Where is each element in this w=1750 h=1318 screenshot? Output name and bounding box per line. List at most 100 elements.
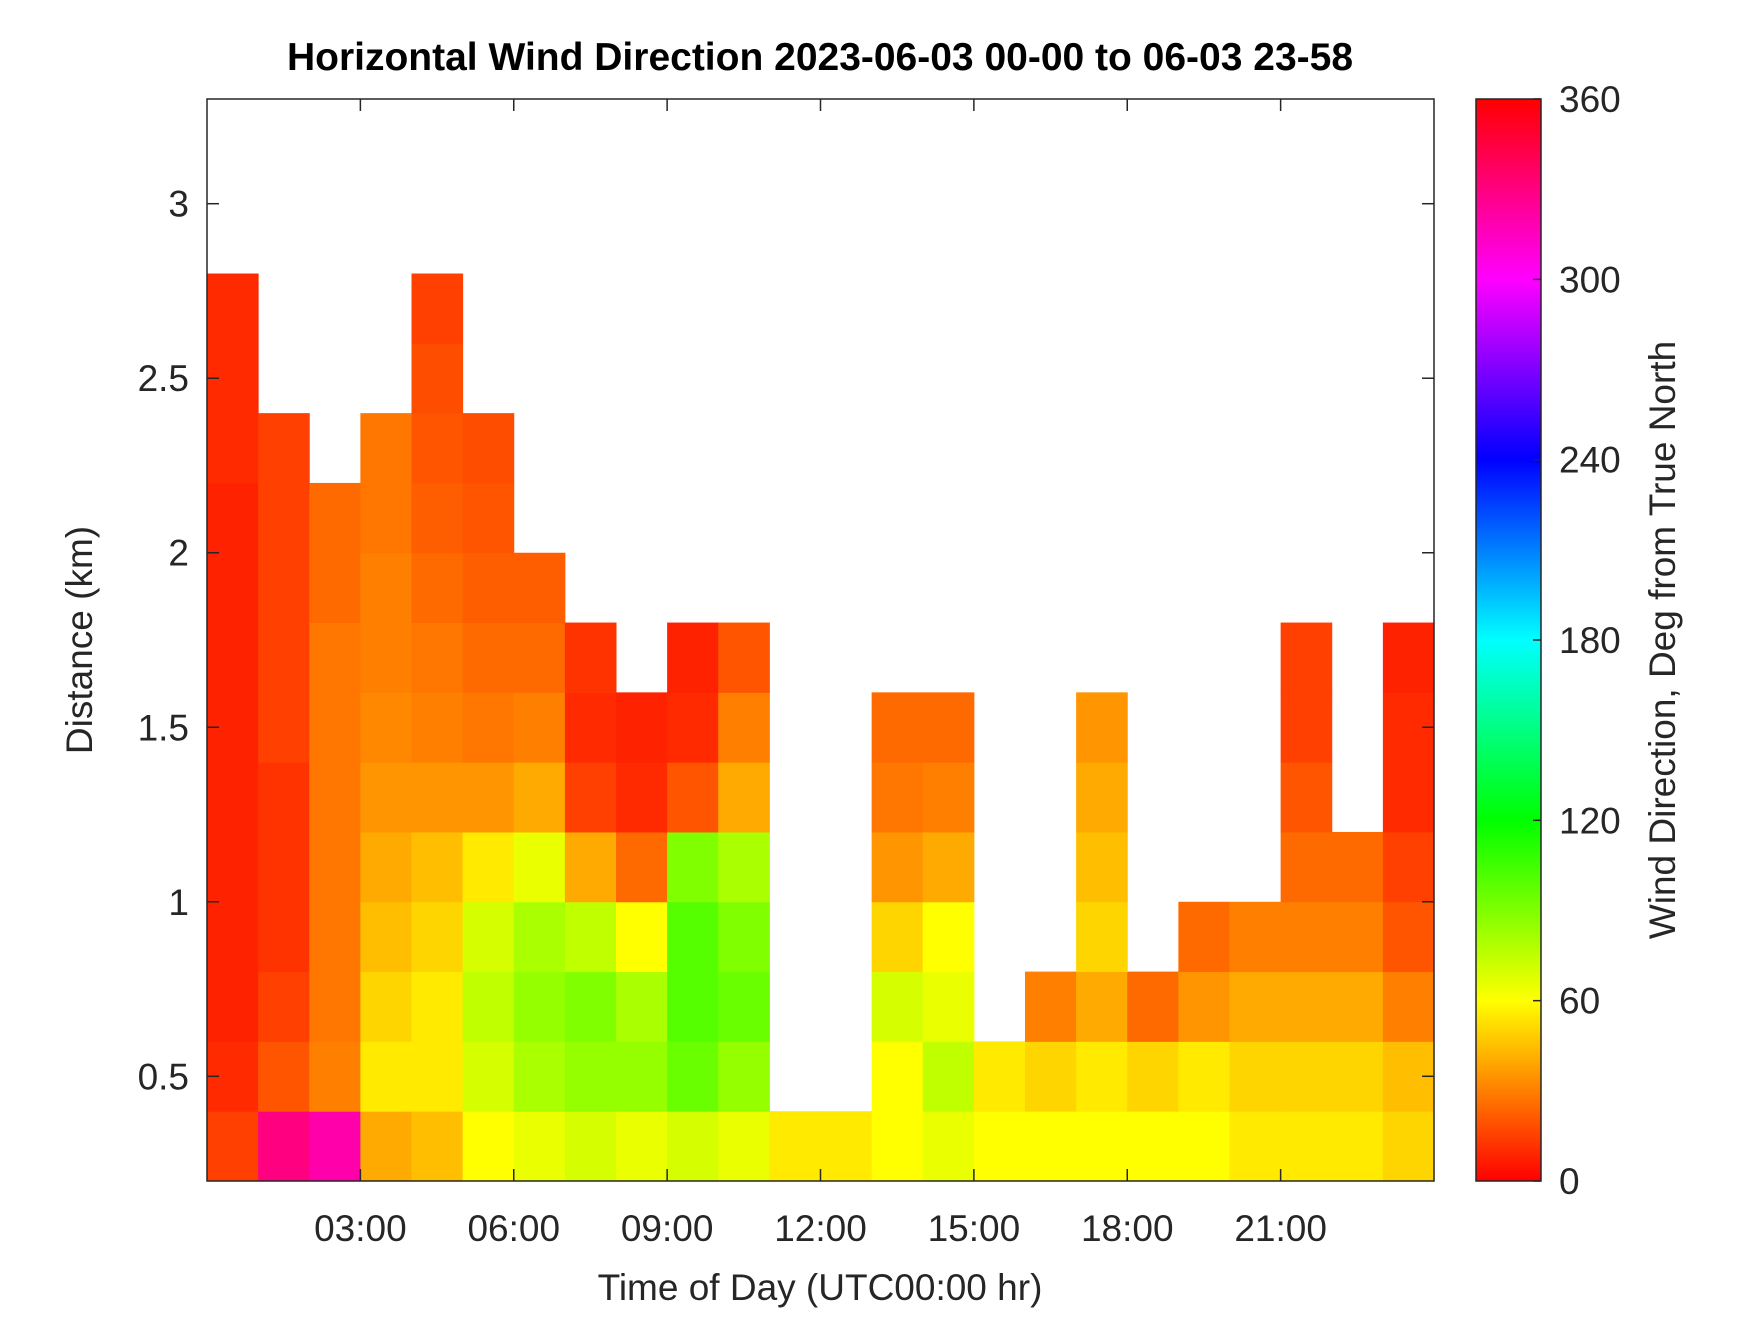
heat-cell bbox=[462, 552, 515, 624]
heat-cell bbox=[871, 692, 924, 763]
heat-cell bbox=[1331, 971, 1384, 1042]
heat-cell bbox=[411, 1111, 464, 1182]
heat-cell bbox=[616, 692, 668, 763]
colorbar-tick-label: 120 bbox=[1559, 800, 1621, 841]
heat-cell bbox=[258, 762, 310, 833]
x-axis-label: Time of Day (UTC00:00 hr) bbox=[598, 1267, 1043, 1308]
y-tick-label: 1.5 bbox=[138, 707, 189, 748]
heat-cell bbox=[820, 1111, 873, 1182]
heat-cell bbox=[1331, 901, 1384, 973]
heat-cell bbox=[1076, 1111, 1128, 1182]
heat-cell bbox=[1127, 1111, 1179, 1182]
heat-cell bbox=[309, 692, 361, 763]
heat-cell bbox=[616, 1111, 668, 1182]
heat-cell bbox=[871, 1111, 924, 1182]
heat-cell bbox=[462, 1111, 515, 1182]
heat-cell bbox=[1127, 1041, 1179, 1112]
heat-cell bbox=[411, 482, 464, 554]
y-tick-label: 0.5 bbox=[138, 1056, 189, 1097]
x-tick-label: 15:00 bbox=[928, 1208, 1021, 1249]
heat-cell bbox=[309, 901, 361, 973]
heat-cell bbox=[360, 413, 412, 484]
heat-cell bbox=[1382, 1111, 1435, 1182]
heat-cell bbox=[411, 413, 464, 484]
heat-cell bbox=[667, 901, 719, 973]
heat-cell bbox=[871, 971, 924, 1042]
heat-cell bbox=[1331, 1041, 1384, 1112]
x-tick-label: 03:00 bbox=[314, 1208, 407, 1249]
heat-cell bbox=[667, 692, 719, 763]
chart-title: Horizontal Wind Direction 2023-06-03 00-… bbox=[287, 36, 1353, 79]
heat-cell bbox=[462, 692, 515, 763]
heat-cell bbox=[1025, 1111, 1077, 1182]
heat-cell bbox=[513, 692, 566, 763]
heat-cell bbox=[360, 831, 412, 903]
heat-cell bbox=[309, 971, 361, 1042]
heat-cell bbox=[411, 692, 464, 763]
heat-cell bbox=[513, 971, 566, 1042]
heat-cell bbox=[718, 1111, 770, 1182]
heat-cell bbox=[1178, 1041, 1230, 1112]
heat-cell bbox=[1229, 1041, 1282, 1112]
heat-cell bbox=[1331, 1111, 1384, 1182]
heat-cell bbox=[564, 1041, 617, 1112]
heat-cell bbox=[360, 1041, 412, 1112]
heat-cell bbox=[462, 971, 515, 1042]
heat-cell bbox=[309, 1111, 361, 1182]
heat-cell bbox=[1178, 971, 1230, 1042]
heat-cell bbox=[258, 831, 310, 903]
heat-cell bbox=[564, 971, 617, 1042]
heat-cell bbox=[1229, 971, 1282, 1042]
colorbar-tick-label: 180 bbox=[1559, 620, 1621, 661]
heat-cell bbox=[922, 1111, 975, 1182]
heat-cell bbox=[1076, 831, 1128, 903]
heat-cell bbox=[309, 762, 361, 833]
heat-cell bbox=[258, 552, 310, 624]
heat-cell bbox=[360, 901, 412, 973]
colorbar-label: Wind Direction, Deg from True North bbox=[1642, 341, 1683, 939]
heat-cell bbox=[1076, 762, 1128, 833]
heat-cell bbox=[1280, 622, 1333, 693]
heat-cell bbox=[1280, 971, 1333, 1042]
heat-cell bbox=[360, 762, 412, 833]
heat-cell bbox=[513, 552, 566, 624]
heat-cell bbox=[667, 831, 719, 903]
heat-cell bbox=[411, 343, 464, 414]
heat-cell bbox=[207, 622, 259, 693]
colorbar-tick-label: 240 bbox=[1559, 440, 1621, 481]
heat-cell bbox=[718, 971, 770, 1042]
heat-cell bbox=[309, 552, 361, 624]
heat-cell bbox=[718, 762, 770, 833]
heat-cell bbox=[1178, 1111, 1230, 1182]
heat-cell bbox=[462, 413, 515, 484]
heat-cell bbox=[718, 692, 770, 763]
heat-cell bbox=[462, 831, 515, 903]
heat-cell bbox=[616, 971, 668, 1042]
heat-cell bbox=[360, 622, 412, 693]
heat-cell bbox=[667, 1041, 719, 1112]
heat-cell bbox=[973, 1111, 1026, 1182]
heat-cell bbox=[258, 482, 310, 554]
heat-cell bbox=[871, 901, 924, 973]
y-axis-label: Distance (km) bbox=[59, 526, 100, 754]
heat-cell bbox=[1025, 971, 1077, 1042]
heat-cell bbox=[922, 692, 975, 763]
heat-cell bbox=[718, 831, 770, 903]
heat-cell bbox=[513, 901, 566, 973]
x-tick-label: 09:00 bbox=[621, 1208, 714, 1249]
x-tick-label: 06:00 bbox=[467, 1208, 560, 1249]
heat-cell bbox=[1025, 1041, 1077, 1112]
heat-cell bbox=[207, 901, 259, 973]
heat-cell bbox=[616, 901, 668, 973]
heat-cell bbox=[1382, 831, 1435, 903]
heatmap bbox=[207, 273, 1435, 1182]
heat-cell bbox=[411, 762, 464, 833]
heat-cell bbox=[207, 1111, 259, 1182]
heat-cell bbox=[1076, 692, 1128, 763]
heat-cell bbox=[411, 901, 464, 973]
x-tick-label: 12:00 bbox=[774, 1208, 867, 1249]
y-tick-label: 2.5 bbox=[138, 358, 189, 399]
heat-cell bbox=[360, 482, 412, 554]
heat-cell bbox=[616, 831, 668, 903]
